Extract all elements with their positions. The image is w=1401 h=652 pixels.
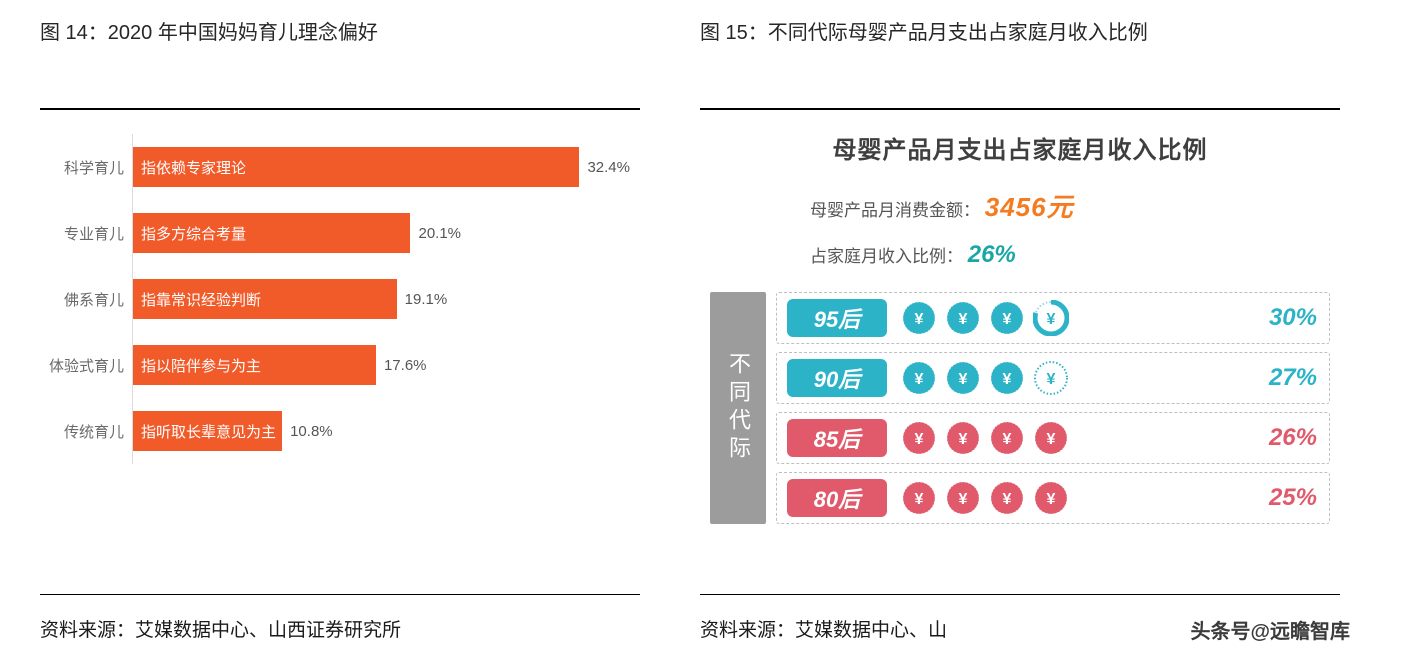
bar-track: 指依赖专家理论 32.4% <box>133 134 630 200</box>
figure-14: 图 14：2020 年中国妈妈育儿理念偏好 科学育儿指依赖专家理论 32.4% 专业… <box>40 10 640 642</box>
bar-row: 体验式育儿指以陪伴参与为主 17.6% <box>40 332 630 398</box>
figure-14-source: 资料来源：艾媒数据中心、山西证券研究所 <box>40 605 640 642</box>
svg-text:¥: ¥ <box>1047 491 1056 508</box>
bar-row: 传统育儿指听取长辈意见为主 10.8% <box>40 398 630 464</box>
divider <box>700 594 1340 595</box>
coin-icon: ¥ <box>989 480 1025 516</box>
divider <box>40 108 640 110</box>
bar-value-label: 17.6% <box>384 357 427 374</box>
svg-text:¥: ¥ <box>1003 431 1012 448</box>
generation-row: 90后 ¥ ¥ ¥ ¥ 27% <box>776 352 1330 404</box>
bar: 指以陪伴参与为主 <box>133 345 376 385</box>
coin-group: ¥ ¥ ¥ ¥ <box>901 480 1223 516</box>
svg-text:¥: ¥ <box>915 311 924 328</box>
svg-text:¥: ¥ <box>1003 311 1012 328</box>
generation-row: 95后 ¥ ¥ ¥ ¥ 30% <box>776 292 1330 344</box>
stat-lines: 母婴产品月消费金额： 3456元 占家庭月收入比例： 26% <box>700 183 1340 292</box>
bar-chart: 科学育儿指依赖专家理论 32.4% 专业育儿指多方综合考量 20.1% 佛系育儿指靠常识… <box>40 120 640 588</box>
svg-text:¥: ¥ <box>1003 491 1012 508</box>
generation-grid: 不同代际 95后 ¥ ¥ ¥ ¥ 30% 90后 ¥ ¥ <box>700 292 1340 524</box>
svg-text:¥: ¥ <box>959 371 968 388</box>
generation-chip: 80后 <box>787 479 887 517</box>
bar: 指听取长辈意见为主 <box>133 411 282 451</box>
svg-text:¥: ¥ <box>1047 371 1056 388</box>
coin-icon: ¥ <box>901 360 937 396</box>
stat2-label: 占家庭月收入比例： <box>810 247 963 266</box>
coin-icon: ¥ <box>1033 360 1069 396</box>
stat-line-1: 母婴产品月消费金额： 3456元 <box>810 183 1340 232</box>
bar-category-label: 佛系育儿 <box>40 289 132 310</box>
coin-icon: ¥ <box>901 480 937 516</box>
bar-category-label: 传统育儿 <box>40 421 132 442</box>
coin-icon: ¥ <box>989 420 1025 456</box>
figure-15: 图 15：不同代际母婴产品月支出占家庭月收入比例 母婴产品月支出占家庭月收入比例… <box>700 10 1340 642</box>
generation-percent: 27% <box>1237 364 1317 392</box>
watermark: 头条号@远瞻智库 <box>1190 615 1350 644</box>
infographic: 母婴产品月支出占家庭月收入比例 母婴产品月消费金额： 3456元 占家庭月收入比… <box>700 120 1340 588</box>
coin-icon: ¥ <box>901 300 937 336</box>
svg-text:¥: ¥ <box>915 431 924 448</box>
generation-percent: 25% <box>1237 484 1317 512</box>
bar-track: 指以陪伴参与为主 17.6% <box>133 332 630 398</box>
bar-value-label: 32.4% <box>587 159 630 176</box>
bar-value-label: 20.1% <box>418 225 461 242</box>
generation-chip: 95后 <box>787 299 887 337</box>
coin-group: ¥ ¥ ¥ ¥ <box>901 300 1223 336</box>
svg-text:¥: ¥ <box>1003 371 1012 388</box>
bar-category-label: 科学育儿 <box>40 157 132 178</box>
coin-icon: ¥ <box>1033 420 1069 456</box>
svg-text:¥: ¥ <box>915 371 924 388</box>
coin-icon: ¥ <box>1033 300 1069 336</box>
bar-value-label: 10.8% <box>290 423 333 440</box>
bar-category-label: 体验式育儿 <box>40 355 132 376</box>
stat1-value: 3456元 <box>985 192 1074 222</box>
figure-14-title: 图 14：2020 年中国妈妈育儿理念偏好 <box>40 10 640 102</box>
coin-icon: ¥ <box>945 420 981 456</box>
figure-15-title: 图 15：不同代际母婴产品月支出占家庭月收入比例 <box>700 10 1340 102</box>
bar-track: 指听取长辈意见为主 10.8% <box>133 398 630 464</box>
svg-text:¥: ¥ <box>959 491 968 508</box>
generation-chip: 85后 <box>787 419 887 457</box>
coin-icon: ¥ <box>1033 480 1069 516</box>
stat1-label: 母婴产品月消费金额： <box>810 201 980 220</box>
svg-text:¥: ¥ <box>1047 311 1056 328</box>
bar-row: 佛系育儿指靠常识经验判断 19.1% <box>40 266 630 332</box>
bar-row: 科学育儿指依赖专家理论 32.4% <box>40 134 630 200</box>
source-text: 资料来源：艾媒数据中心、山 <box>700 620 947 641</box>
svg-text:¥: ¥ <box>915 491 924 508</box>
generation-side-label: 不同代际 <box>710 292 766 524</box>
bar-row: 专业育儿指多方综合考量 20.1% <box>40 200 630 266</box>
svg-text:¥: ¥ <box>1047 431 1056 448</box>
generation-row: 85后 ¥ ¥ ¥ ¥ 26% <box>776 412 1330 464</box>
divider <box>700 108 1340 110</box>
infographic-title: 母婴产品月支出占家庭月收入比例 <box>700 124 1340 183</box>
coin-icon: ¥ <box>989 300 1025 336</box>
coin-icon: ¥ <box>901 420 937 456</box>
stat-line-2: 占家庭月收入比例： 26% <box>810 232 1340 278</box>
coin-icon: ¥ <box>945 480 981 516</box>
bar-category-label: 专业育儿 <box>40 223 132 244</box>
bar-track: 指多方综合考量 20.1% <box>133 200 630 266</box>
generation-chip: 90后 <box>787 359 887 397</box>
svg-text:¥: ¥ <box>959 431 968 448</box>
bar: 指依赖专家理论 <box>133 147 579 187</box>
generation-percent: 30% <box>1237 304 1317 332</box>
bar: 指多方综合考量 <box>133 213 410 253</box>
generation-percent: 26% <box>1237 424 1317 452</box>
generation-row: 80后 ¥ ¥ ¥ ¥ 25% <box>776 472 1330 524</box>
coin-icon: ¥ <box>945 300 981 336</box>
bar-track: 指靠常识经验判断 19.1% <box>133 266 630 332</box>
coin-group: ¥ ¥ ¥ ¥ <box>901 420 1223 456</box>
figure-15-source: 资料来源：艾媒数据中心、山 头条号@远瞻智库 <box>700 605 1340 642</box>
bar-value-label: 19.1% <box>405 291 448 308</box>
coin-icon: ¥ <box>945 360 981 396</box>
svg-text:¥: ¥ <box>959 311 968 328</box>
coin-group: ¥ ¥ ¥ ¥ <box>901 360 1223 396</box>
divider <box>40 594 640 595</box>
coin-icon: ¥ <box>989 360 1025 396</box>
stat2-value: 26% <box>968 241 1016 268</box>
bar: 指靠常识经验判断 <box>133 279 397 319</box>
